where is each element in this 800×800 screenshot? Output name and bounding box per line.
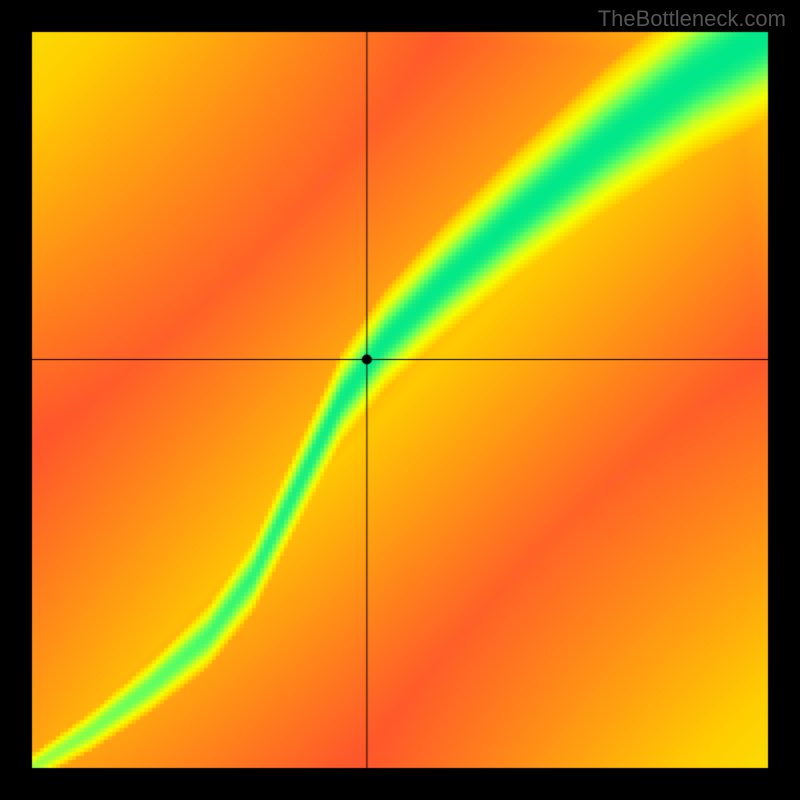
watermark-text: TheBottleneck.com (598, 6, 786, 32)
bottleneck-heatmap-container: TheBottleneck.com (0, 0, 800, 800)
bottleneck-heatmap-canvas (0, 0, 800, 800)
